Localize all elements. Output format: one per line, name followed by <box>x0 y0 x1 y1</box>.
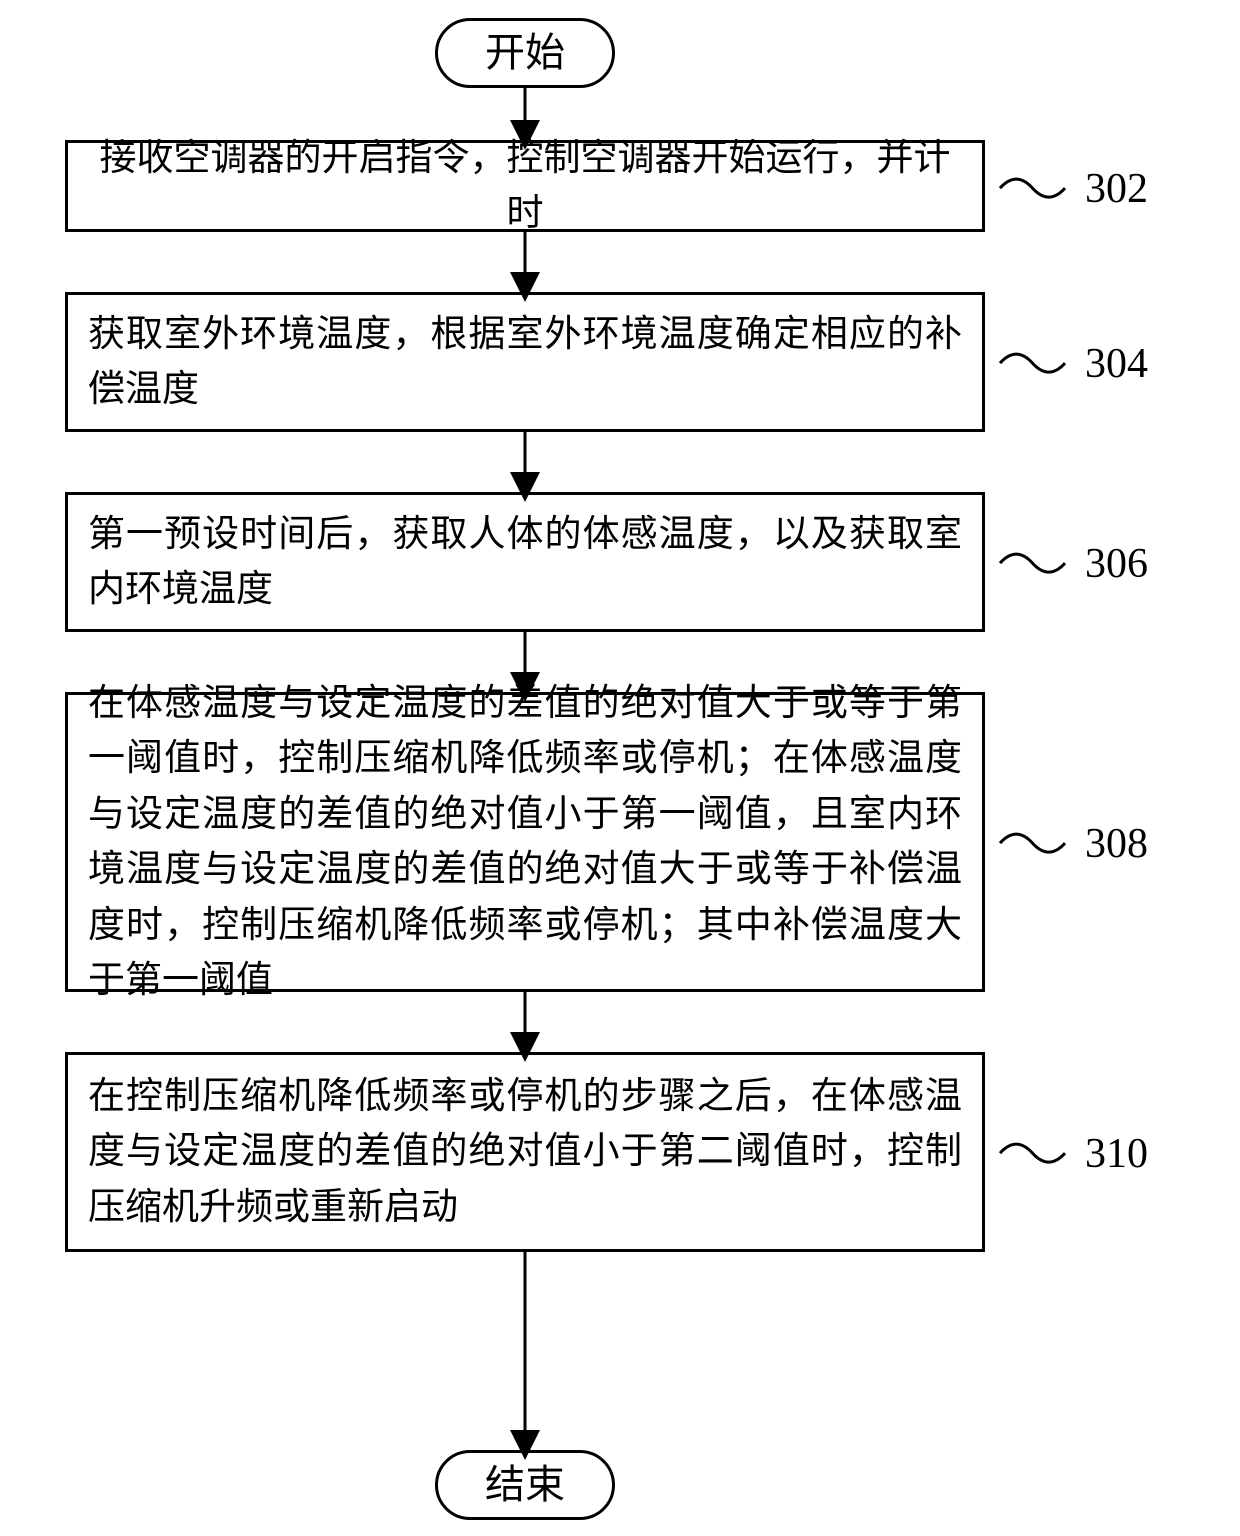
step-label-308: 308 <box>1085 820 1148 868</box>
process-step-306: 第一预设时间后，获取人体的体感温度，以及获取室内环境温度 <box>65 492 985 632</box>
end-label: 结束 <box>485 1455 565 1515</box>
start-label: 开始 <box>485 23 565 83</box>
start-terminator: 开始 <box>435 18 615 88</box>
process-text-310: 在控制压缩机降低频率或停机的步骤之后，在体感温度与设定温度的差值的绝对值小于第二… <box>88 1069 962 1236</box>
squiggle-310 <box>1000 1144 1065 1162</box>
process-step-310: 在控制压缩机降低频率或停机的步骤之后，在体感温度与设定温度的差值的绝对值小于第二… <box>65 1052 985 1252</box>
process-text-308: 在体感温度与设定温度的差值的绝对值大于或等于第一阈值时，控制压缩机降低频率或停机… <box>88 676 962 1009</box>
step-label-304: 304 <box>1085 340 1148 388</box>
squiggle-304 <box>1000 354 1065 372</box>
process-text-306: 第一预设时间后，获取人体的体感温度，以及获取室内环境温度 <box>88 507 962 618</box>
end-terminator: 结束 <box>435 1450 615 1520</box>
step-label-310: 310 <box>1085 1130 1148 1178</box>
process-step-302: 接收空调器的开启指令，控制空调器开始运行，并计时 <box>65 140 985 232</box>
step-label-306: 306 <box>1085 540 1148 588</box>
process-text-304: 获取室外环境温度，根据室外环境温度确定相应的补偿温度 <box>88 307 962 418</box>
squiggle-302 <box>1000 179 1065 197</box>
squiggle-306 <box>1000 554 1065 572</box>
step-label-302: 302 <box>1085 165 1148 213</box>
process-text-302: 接收空调器的开启指令，控制空调器开始运行，并计时 <box>88 131 962 242</box>
squiggle-308 <box>1000 834 1065 852</box>
process-step-308: 在体感温度与设定温度的差值的绝对值大于或等于第一阈值时，控制压缩机降低频率或停机… <box>65 692 985 992</box>
process-step-304: 获取室外环境温度，根据室外环境温度确定相应的补偿温度 <box>65 292 985 432</box>
